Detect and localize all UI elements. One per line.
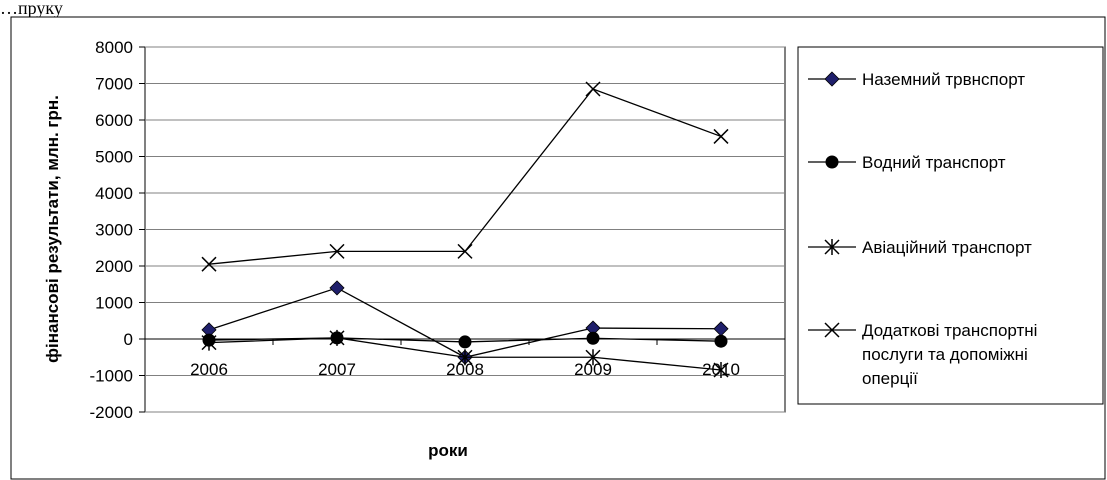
data-point: [329, 329, 345, 346]
data-point: [585, 349, 601, 366]
legend-entry: Додаткові транспортні послуги та допоміжн…: [808, 321, 1037, 388]
data-point: [329, 243, 345, 259]
legend-entry: Водний транспорт: [808, 153, 1006, 172]
y-tick-label: 6000: [95, 111, 133, 130]
data-point: [458, 335, 472, 349]
y-tick-label: 2000: [95, 257, 133, 276]
data-point: [457, 349, 473, 366]
y-tick-label: 5000: [95, 148, 133, 167]
y-tick-label: 4000: [95, 184, 133, 203]
x-axis-title: роки: [428, 441, 468, 460]
data-point: [713, 128, 729, 144]
legend: Наземний трвнспорт Водний транспорт Авіаці…: [808, 70, 1037, 388]
y-axis-ticks: 8000 7000 6000 5000 4000 3000 2000 1000 0 -1000 -2…: [90, 38, 145, 422]
data-point: [825, 155, 839, 169]
data-point: [713, 362, 729, 379]
y-tick-label: -1000: [90, 367, 133, 386]
y-tick-label: 8000: [95, 38, 133, 57]
x-tick-label: 2006: [190, 360, 228, 379]
data-point: [201, 334, 217, 351]
data-point: [824, 239, 840, 255]
header-text: …пруку: [0, 0, 63, 18]
data-point: [585, 81, 601, 97]
legend-label: Авіаційний транспорт: [862, 238, 1032, 257]
y-tick-label: 3000: [95, 221, 133, 240]
series: [201, 81, 729, 379]
x-tick-label: 2009: [574, 360, 612, 379]
y-tick-label: -2000: [90, 403, 133, 422]
legend-entry: Наземний трвнспорт: [808, 70, 1025, 89]
x-tick-label: 2007: [318, 360, 356, 379]
legend-box: [797, 46, 1104, 405]
data-point: [714, 334, 728, 348]
data-point: [824, 71, 840, 87]
legend-label: Наземний трвнспорт: [862, 70, 1025, 89]
data-point: [824, 322, 840, 338]
y-tick-label: 7000: [95, 75, 133, 94]
x-tick-label: 2008: [446, 360, 484, 379]
y-axis-title: фінансові результати, млн. грн.: [43, 95, 62, 363]
data-point: [329, 280, 345, 296]
legend-label: Додаткові транспортні послуги та допоміжн…: [862, 321, 1037, 388]
y-tick-label: 1000: [95, 294, 133, 313]
data-point: [586, 331, 600, 345]
data-point: [201, 256, 217, 272]
series-3: [201, 329, 729, 379]
legend-entry: Авіаційний транспорт: [808, 238, 1032, 257]
legend-label: Водний транспорт: [862, 153, 1006, 172]
data-point: [457, 243, 473, 259]
series-4: [201, 81, 729, 272]
y-tick-label: 0: [124, 330, 133, 349]
